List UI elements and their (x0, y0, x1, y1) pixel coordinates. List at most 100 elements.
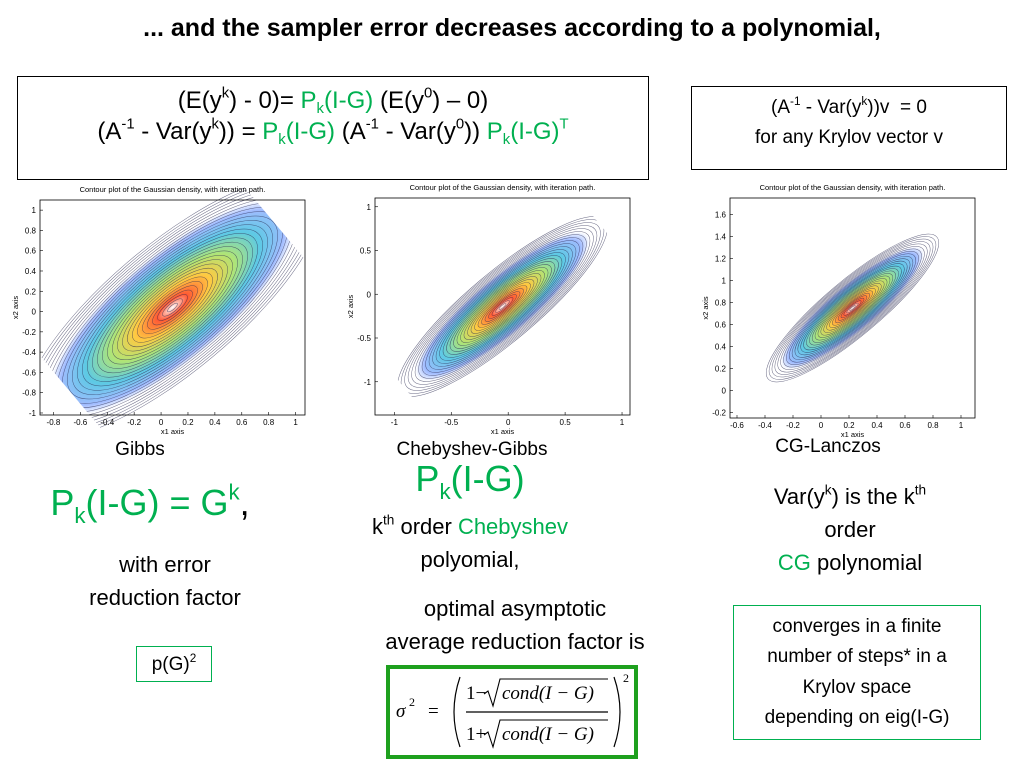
text-run: -1 (121, 116, 135, 133)
text-run: )) = (218, 118, 263, 146)
contour (418, 234, 587, 379)
x-tick-label: -1 (391, 418, 399, 427)
gibbs-formula: Pk(I-G) = Gk, (20, 480, 280, 527)
contour (463, 273, 542, 340)
x-tick-label: -0.2 (786, 421, 800, 430)
text-run: (A (335, 118, 366, 146)
contour (442, 255, 563, 358)
text-line: Var(yk) is the kth (720, 480, 980, 513)
contour (102, 246, 243, 369)
caption: CG-Lanczos (775, 436, 881, 457)
contour (460, 270, 545, 343)
heat-map (415, 232, 590, 381)
text-run: number of steps* in a (767, 646, 947, 668)
contour (449, 261, 556, 352)
contour (765, 233, 940, 383)
axes-frame (39, 199, 306, 416)
contour (780, 246, 925, 370)
contour (127, 268, 218, 347)
contour (826, 285, 879, 331)
text-run: (A (771, 97, 791, 118)
y-tick-label: 0.2 (25, 287, 37, 296)
contour (800, 263, 905, 353)
contour (484, 291, 521, 322)
contour (132, 272, 213, 343)
numerator: cond(I − G) (502, 683, 594, 704)
y-tick-label: -0.6 (22, 368, 36, 377)
contour (794, 258, 911, 358)
denominator: cond(I − G) (502, 724, 594, 745)
y-tick-label: -0.2 (22, 328, 36, 337)
text-run: order (824, 517, 876, 542)
text-run: ) is the k (831, 484, 915, 509)
text-run: -1 (790, 94, 801, 108)
x-tick-label: -0.4 (758, 421, 772, 430)
sqrt (483, 678, 608, 708)
contour (849, 305, 856, 311)
text-run: (A (97, 118, 122, 146)
contour (768, 236, 937, 380)
x-tick-label: -0.8 (47, 418, 61, 427)
x-tick-label: 0.8 (927, 421, 939, 430)
text-run: ))v = 0 (867, 97, 927, 118)
contour (470, 279, 535, 334)
text-run: k (502, 132, 511, 149)
x-tick-label: -0.6 (730, 421, 744, 430)
text-run: polynomial (810, 550, 923, 575)
text-run: average reduction factor is (385, 629, 645, 654)
axes-frame (374, 197, 631, 416)
text-run: (I-G) (450, 458, 525, 499)
text-run: k (439, 478, 451, 504)
contour (162, 298, 183, 317)
contour (771, 238, 934, 378)
contour (820, 280, 885, 336)
contour (157, 294, 188, 321)
contour (834, 292, 871, 324)
text-run: (I-G) (285, 118, 336, 146)
contour (846, 302, 859, 314)
sigma-box: σ 2 = 1− cond(I − G) 1+ cond(I − G) 2 (386, 665, 638, 759)
contour-plot: -1 -0.5 0 0.5 1 -1 -0.5 0 0.5 1 Contour plot of th… (346, 183, 631, 436)
text-run: polyomial, (420, 547, 520, 572)
contour (467, 276, 538, 337)
contour (491, 297, 514, 316)
text-run: (I-G) = G (85, 482, 229, 523)
text-line: depending on eig(I-G) (734, 703, 980, 733)
x-tick-label: -0.5 (444, 418, 458, 427)
text-run: - Var(y (800, 97, 862, 118)
denominator: 1+ (466, 724, 487, 745)
text-run: ) – 0) (432, 87, 489, 114)
text-run: th (382, 512, 395, 528)
text-line: Krylov space (734, 673, 980, 703)
text-run: optimal asymptotic (423, 596, 607, 621)
x-tick-label: 0.2 (182, 418, 194, 427)
text-line: with error (40, 548, 290, 581)
sqrt (483, 719, 608, 749)
x-tick-label: 0 (819, 421, 824, 430)
chebyshev-text: kth order Chebyshev polyomial, (340, 510, 600, 576)
krylov-box: (A-1 - Var(yk))v = 0 for any Krylov vecto… (691, 86, 1007, 170)
contour (97, 241, 248, 374)
x-tick-label: 0 (506, 418, 511, 427)
contour (488, 294, 517, 319)
gibbs-text: with error reduction factor (40, 548, 290, 614)
contour (811, 273, 894, 343)
contour (481, 288, 524, 325)
contour (107, 250, 238, 365)
exponent: 2 (623, 671, 629, 685)
contour (407, 225, 598, 388)
text-line: converges in a finite (734, 612, 980, 642)
y-tick-label: 1.2 (715, 255, 727, 264)
x-axis-label: x1 axis (161, 427, 185, 436)
text-run: Chebyshev (457, 514, 569, 539)
contour (421, 237, 584, 376)
contour (425, 240, 580, 373)
x-tick-label: 0.8 (263, 418, 275, 427)
text-run: reduction factor (89, 585, 241, 610)
contour (167, 302, 178, 313)
y-tick-label: 0.6 (715, 321, 727, 330)
text-run: k (278, 132, 286, 149)
y-axis-label: x2 axis (346, 295, 355, 319)
contour-plot: -0.6 -0.4 -0.2 0 0.2 0.4 0.6 0.8 1 -0.2 0 0.2 0.4 0.6… (701, 183, 976, 439)
contour (414, 231, 591, 382)
